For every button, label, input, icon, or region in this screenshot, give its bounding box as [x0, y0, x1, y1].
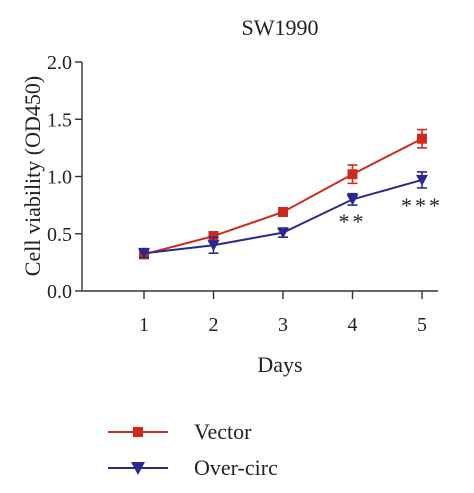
y-axis-label: Cell viability (OD450) [20, 76, 45, 276]
legend-item: Over-circ [108, 455, 278, 480]
significance-marker: *** [401, 193, 443, 218]
legend-label: Vector [194, 419, 252, 444]
data-point [138, 248, 150, 260]
x-tick-label: 3 [278, 314, 288, 336]
data-point [417, 133, 427, 144]
legend-label: Over-circ [194, 455, 278, 480]
data-point [346, 194, 359, 206]
data-point [208, 231, 219, 242]
y-tick-label: 2.0 [47, 52, 72, 74]
y-tick-label: 1.5 [47, 109, 72, 131]
data-point [347, 169, 358, 180]
y-tick-label: 0.0 [47, 281, 72, 303]
data-point [416, 174, 428, 186]
legend-marker [131, 462, 145, 475]
x-tick-label: 1 [139, 314, 149, 336]
data-point [277, 227, 289, 239]
series-vector [139, 128, 427, 260]
x-axis-label: Days [257, 352, 302, 377]
significance-annotations: ***** [339, 193, 443, 234]
series-over-circ [138, 171, 428, 260]
y-tick-label: 0.5 [47, 224, 72, 246]
chart-title: SW1990 [242, 15, 319, 40]
significance-marker: ** [339, 209, 367, 234]
x-tick-label: 5 [417, 314, 427, 336]
data-point [278, 206, 288, 217]
data-point [207, 240, 220, 252]
y-tick-label: 1.0 [47, 167, 72, 189]
legend-marker [133, 427, 143, 437]
x-tick-label: 4 [348, 314, 358, 336]
x-tick-label: 2 [209, 314, 219, 336]
axes: 0.0 0.5 1.0 1.5 2.0 1 2 3 4 5 [47, 52, 438, 336]
legend: Vector Over-circ [108, 419, 278, 480]
plot-series [138, 128, 428, 260]
legend-item: Vector [108, 419, 252, 444]
